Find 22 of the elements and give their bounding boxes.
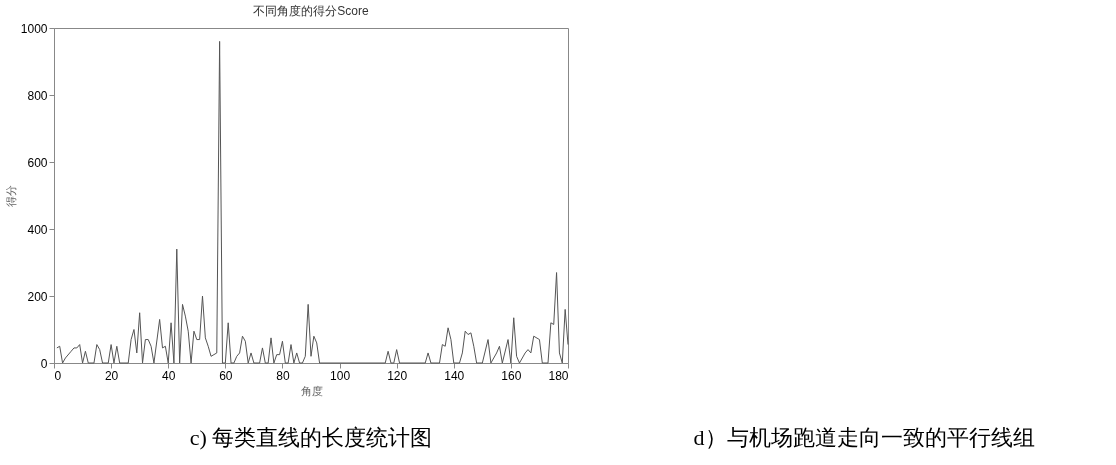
y-tick-label: 400: [27, 222, 48, 237]
x-tick-label: 40: [162, 368, 176, 383]
x-tick-label: 80: [276, 368, 290, 383]
x-tick-label: 140: [444, 368, 465, 383]
text: d）与机场跑道走向一致的平行线组: [693, 425, 1035, 450]
x-axis-title: 角度: [300, 384, 323, 397]
x-tick-label: 60: [219, 368, 233, 383]
y-axis-title: 得分: [4, 185, 17, 207]
line-series: [56, 40, 569, 364]
y-tick-label: 1000: [20, 21, 48, 36]
x-tick-label: 100: [330, 368, 351, 383]
x-tick-label: 180: [548, 368, 569, 383]
x-tick-label: 20: [104, 368, 119, 383]
y-tick-label: 200: [27, 289, 48, 304]
chart-title: 不同角度的得分Score: [253, 4, 369, 18]
x-tick-label: 0: [54, 368, 62, 383]
x-tick-label: 120: [387, 368, 408, 383]
y-tick-label: 600: [27, 155, 48, 170]
y-tick-label: 0: [40, 356, 48, 371]
y-tick-label: 800: [27, 88, 48, 103]
x-tick-label: 160: [501, 368, 522, 383]
text: c) 每类直线的长度统计图: [189, 425, 433, 450]
